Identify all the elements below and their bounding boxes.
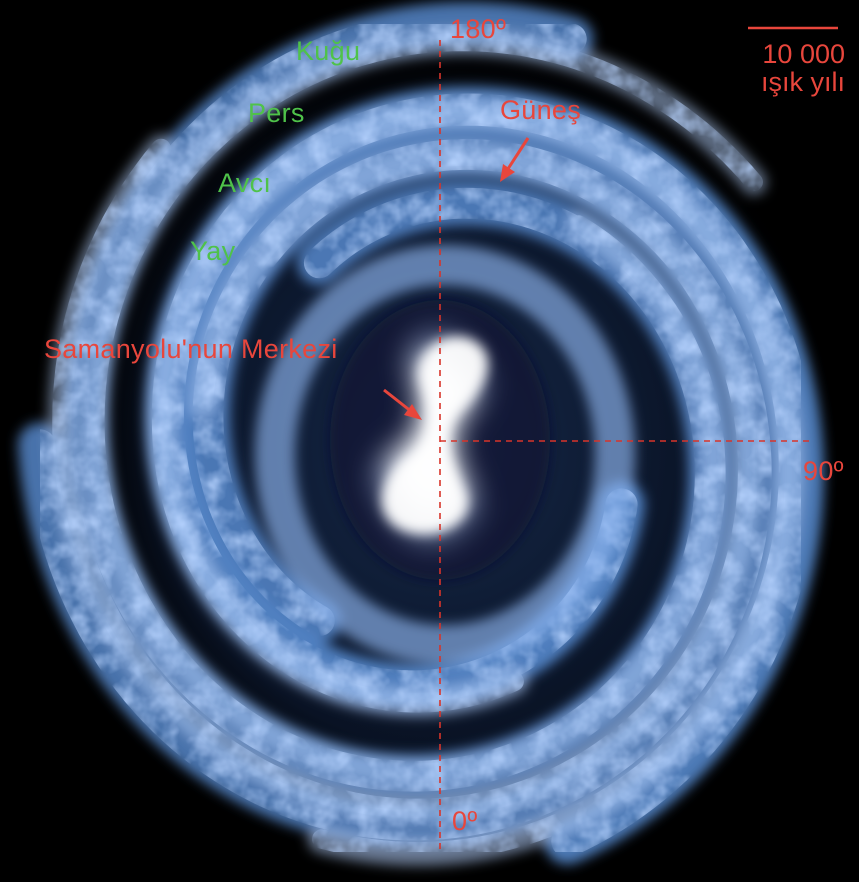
inner-ring <box>255 245 635 665</box>
spiral-arms-texture <box>24 8 817 862</box>
label-galactic-center: Samanyolu'nun Merkezi <box>44 334 338 364</box>
galactic-core-bright <box>381 336 488 535</box>
label-90-degrees: 90º <box>803 456 844 486</box>
label-arm-sagittarius: Yay <box>190 236 236 266</box>
label-180-degrees: 180º <box>450 14 507 44</box>
spiral-arm-texture-band <box>52 138 758 819</box>
label-arm-cygnus: Kuğu <box>296 36 361 66</box>
label-0-degrees: 0º <box>452 806 478 836</box>
scale-bar-label: 10 000 ışık yılı <box>761 40 845 97</box>
label-arm-orion: Avcı <box>218 168 272 198</box>
spiral-arm-texture-band <box>151 103 799 862</box>
scale-bar-value: 10 000 <box>762 39 845 69</box>
center-arrow <box>383 388 422 420</box>
spiral-arm-texture-band <box>86 32 763 782</box>
label-sun: Güneş <box>500 95 582 125</box>
label-arm-perseus: Pers <box>248 98 305 128</box>
scale-bar-unit: ışık yılı <box>760 67 845 98</box>
sun-arrow <box>500 137 530 182</box>
